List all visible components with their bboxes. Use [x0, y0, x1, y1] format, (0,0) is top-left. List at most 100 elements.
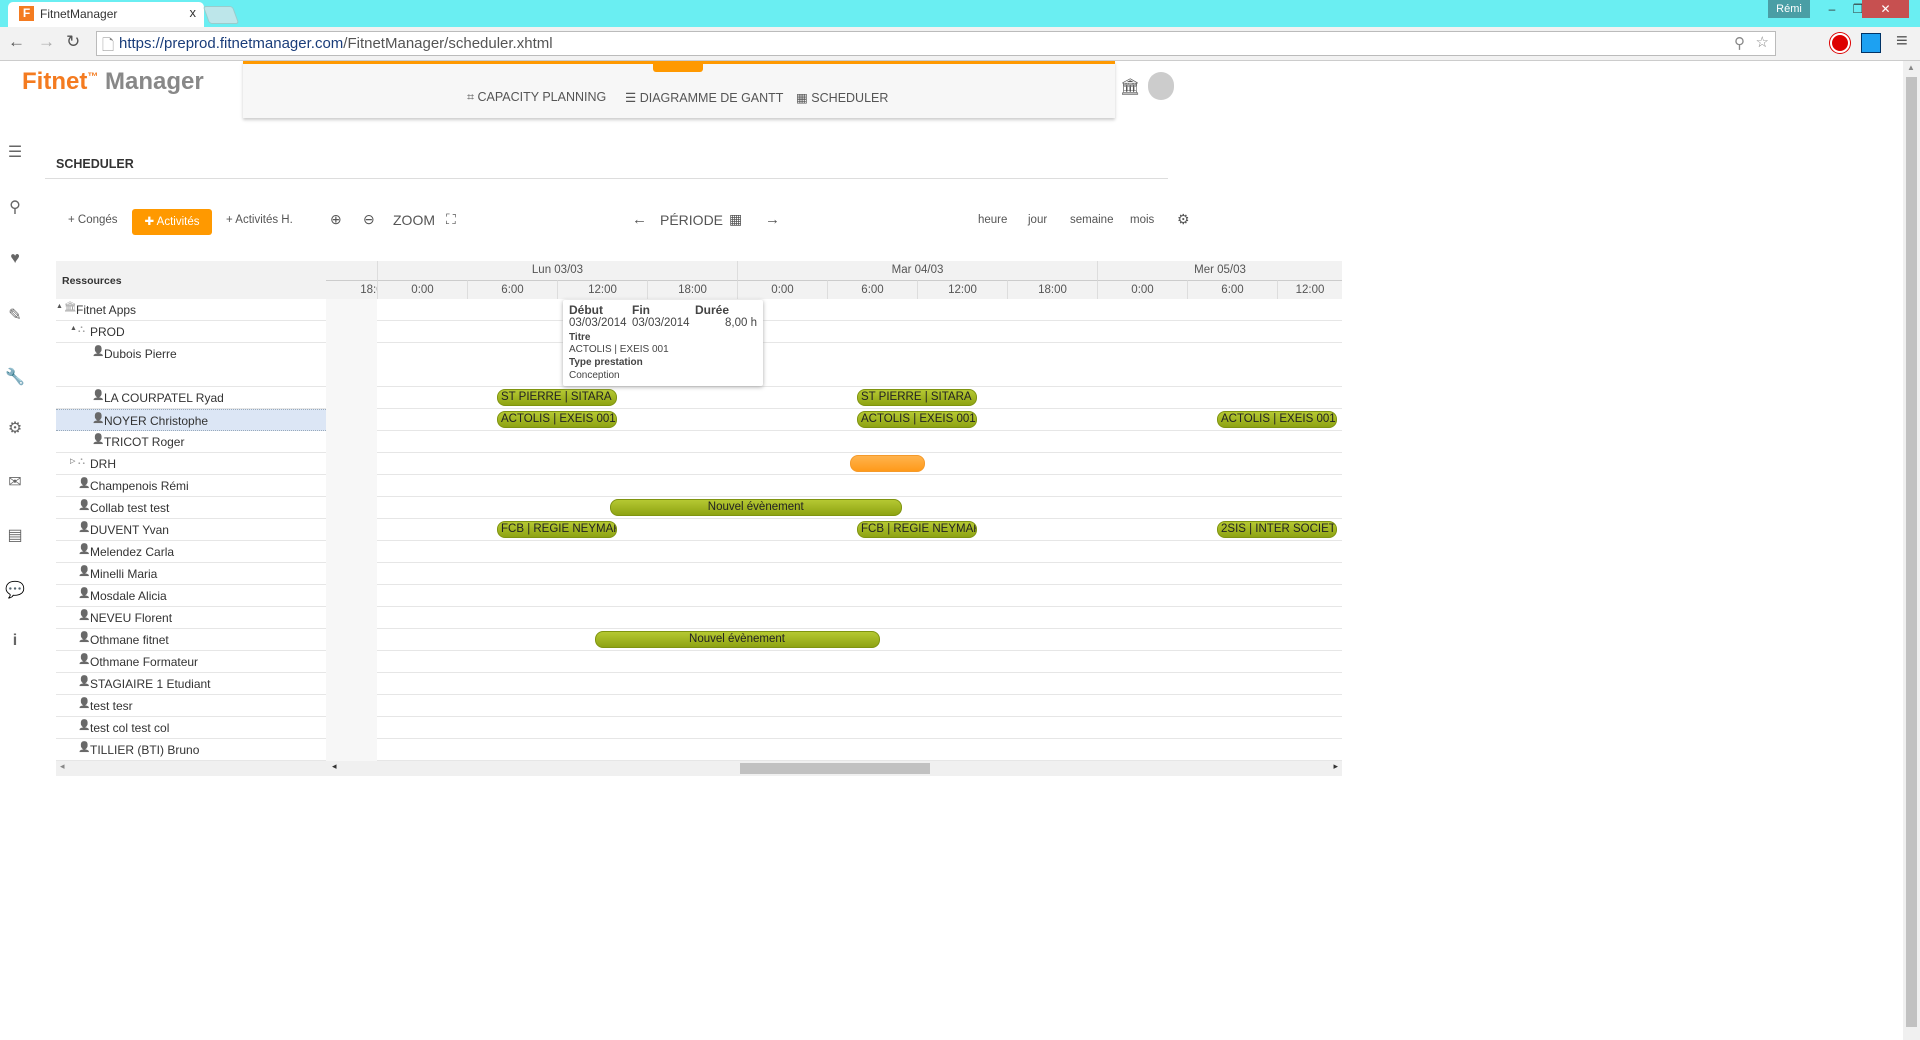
- resource-name[interactable]: TRICOT Roger: [104, 435, 185, 449]
- resource-row[interactable]: 👤 Othmane Formateur: [56, 651, 1342, 673]
- resource-name[interactable]: Minelli Maria: [90, 567, 158, 581]
- expand-toggle-icon[interactable]: ▲: [70, 325, 77, 332]
- list-icon[interactable]: ☰: [7, 144, 23, 161]
- resource-name[interactable]: NOYER Christophe: [104, 414, 209, 428]
- expand-toggle-icon[interactable]: ▲: [56, 303, 63, 310]
- scroll-up-icon[interactable]: ▲: [1907, 63, 1915, 72]
- add-activites-h-button[interactable]: + Activités H.: [226, 214, 293, 226]
- event-bar[interactable]: FCB | REGIE NEYMAR: [857, 521, 977, 538]
- resource-name[interactable]: DUVENT Yvan: [90, 523, 169, 537]
- resource-row[interactable]: 👤 TRICOT Roger: [56, 431, 1342, 453]
- event-bar[interactable]: [849, 455, 925, 472]
- page-vertical-scrollbar[interactable]: ▲: [1903, 61, 1920, 1040]
- browser-tab[interactable]: F FitnetManager x: [8, 2, 204, 27]
- resource-name[interactable]: Othmane Formateur: [90, 655, 199, 669]
- star-icon[interactable]: ☆: [1755, 34, 1769, 51]
- view-jour[interactable]: jour: [1028, 214, 1048, 226]
- info-icon[interactable]: i: [12, 632, 18, 649]
- back-icon[interactable]: ←: [8, 32, 25, 51]
- adblock-icon[interactable]: [1830, 33, 1850, 53]
- menu-icon[interactable]: ≡: [1896, 30, 1908, 52]
- drawer-handle[interactable]: [653, 61, 703, 72]
- resource-name[interactable]: Mosdale Alicia: [90, 589, 167, 603]
- resource-name[interactable]: Melendez Carla: [90, 545, 175, 559]
- horizontal-scrollbar[interactable]: ◂ ◂ ▸: [56, 761, 1342, 776]
- scroll-left-icon[interactable]: ◂: [60, 761, 65, 771]
- calendar-icon[interactable]: ▦: [729, 211, 743, 227]
- resource-row[interactable]: 👤 Dubois Pierre: [56, 343, 1342, 387]
- logo[interactable]: Fitnet™ Manager: [22, 68, 204, 95]
- event-bar[interactable]: ACTOLIS | EXEIS 001: [1217, 411, 1337, 428]
- nav-gantt[interactable]: ☰ DIAGRAMME DE GANTT: [625, 91, 784, 105]
- forward-icon[interactable]: →: [38, 32, 55, 51]
- resource-row[interactable]: 👤 test tesr: [56, 695, 1342, 717]
- nav-capacity-planning[interactable]: ⌗ CAPACITY PLANNING: [467, 90, 607, 104]
- wrench-icon[interactable]: 🔧: [5, 369, 25, 386]
- scroll-thumb[interactable]: [1906, 77, 1917, 1027]
- view-semaine[interactable]: semaine: [1070, 214, 1114, 226]
- resource-row[interactable]: 👤 NOYER Christophe: [56, 409, 1342, 431]
- resource-row[interactable]: 👤 Collab test test: [56, 497, 1342, 519]
- profile-button[interactable]: Rémi: [1768, 0, 1810, 18]
- nav-scheduler[interactable]: ▦ SCHEDULER: [796, 91, 889, 105]
- resource-row[interactable]: 👤 Othmane fitnet: [56, 629, 1342, 651]
- new-tab-button[interactable]: [202, 6, 240, 24]
- resource-row[interactable]: ▷ ⛬ DRH: [56, 453, 1342, 475]
- chat-icon[interactable]: 💬: [5, 582, 25, 599]
- scroll-thumb[interactable]: [740, 763, 930, 774]
- resource-name[interactable]: DRH: [90, 457, 116, 471]
- resource-name[interactable]: Othmane fitnet: [90, 633, 169, 647]
- twitter-icon[interactable]: [1861, 33, 1881, 53]
- reload-icon[interactable]: ↻: [66, 32, 81, 51]
- scroll-left-icon[interactable]: ◂: [332, 761, 337, 771]
- resource-row[interactable]: 👤 NEVEU Florent: [56, 607, 1342, 629]
- resource-row[interactable]: 👤 TILLIER (BTI) Bruno: [56, 739, 1342, 761]
- resource-name[interactable]: Dubois Pierre: [104, 347, 177, 361]
- heartbeat-icon[interactable]: ♥: [10, 250, 20, 267]
- expand-toggle-icon[interactable]: ▷: [70, 458, 76, 465]
- settings-gear-icon[interactable]: ⚙: [1177, 211, 1190, 227]
- previous-period-icon[interactable]: ←: [632, 211, 647, 228]
- resource-row[interactable]: 👤 LA COURPATEL Ryad: [56, 387, 1342, 409]
- fullscreen-icon[interactable]: ⛶: [446, 211, 456, 227]
- event-bar[interactable]: ACTOLIS | EXEIS 001: [857, 411, 977, 428]
- tab-close-button[interactable]: x: [189, 5, 197, 20]
- add-conges-button[interactable]: + Congés: [68, 214, 118, 226]
- resource-name[interactable]: TILLIER (BTI) Bruno: [90, 743, 200, 757]
- avatar[interactable]: [1148, 72, 1174, 100]
- zoom-in-icon[interactable]: ⊕: [330, 211, 342, 227]
- resource-name[interactable]: test col test col: [90, 721, 170, 735]
- resource-row[interactable]: 👤 Mosdale Alicia: [56, 585, 1342, 607]
- search-icon[interactable]: ⚲: [9, 199, 21, 216]
- resource-name[interactable]: Champenois Rémi: [90, 479, 189, 493]
- resource-name[interactable]: STAGIAIRE 1 Etudiant: [90, 677, 211, 691]
- periode-label[interactable]: PÉRIODE: [660, 212, 724, 228]
- resource-name[interactable]: PROD: [90, 325, 125, 339]
- book-icon[interactable]: ▤: [7, 527, 23, 544]
- event-bar[interactable]: ST PIERRE | SITARA: [857, 389, 977, 406]
- resource-name[interactable]: Collab test test: [90, 501, 170, 515]
- event-bar[interactable]: Nouvel évènement: [609, 499, 902, 516]
- resource-name[interactable]: NEVEU Florent: [90, 611, 173, 625]
- resource-row[interactable]: 👤 test col test col: [56, 717, 1342, 739]
- zoom-out-icon[interactable]: ⊖: [363, 211, 375, 227]
- gears-icon[interactable]: ⚙: [7, 420, 23, 437]
- view-heure[interactable]: heure: [978, 214, 1008, 226]
- add-activites-button[interactable]: ✚ Activités: [132, 209, 212, 235]
- brush-icon[interactable]: ✎: [8, 307, 22, 324]
- resource-row[interactable]: 👤 STAGIAIRE 1 Etudiant: [56, 673, 1342, 695]
- event-bar[interactable]: Nouvel évènement: [594, 631, 880, 648]
- resource-row[interactable]: 👤 Champenois Rémi: [56, 475, 1342, 497]
- close-window-button[interactable]: ✕: [1862, 0, 1909, 18]
- event-bar[interactable]: 2SIS | INTER SOCIETE: [1217, 521, 1337, 538]
- event-bar[interactable]: FCB | REGIE NEYMAR: [497, 521, 617, 538]
- restore-button[interactable]: ❐: [1852, 2, 1864, 16]
- resource-row[interactable]: 👤 Melendez Carla: [56, 541, 1342, 563]
- resource-name[interactable]: test tesr: [90, 699, 133, 713]
- url-input[interactable]: 🗋 https://preprod.fitnetmanager.com/Fitn…: [96, 31, 1776, 56]
- minimize-button[interactable]: –: [1828, 2, 1836, 16]
- resource-name[interactable]: LA COURPATEL Ryad: [104, 391, 224, 405]
- event-bar[interactable]: ST PIERRE | SITARA: [497, 389, 617, 406]
- bank-icon[interactable]: 🏛: [1120, 79, 1141, 96]
- resource-row[interactable]: 👤 Minelli Maria: [56, 563, 1342, 585]
